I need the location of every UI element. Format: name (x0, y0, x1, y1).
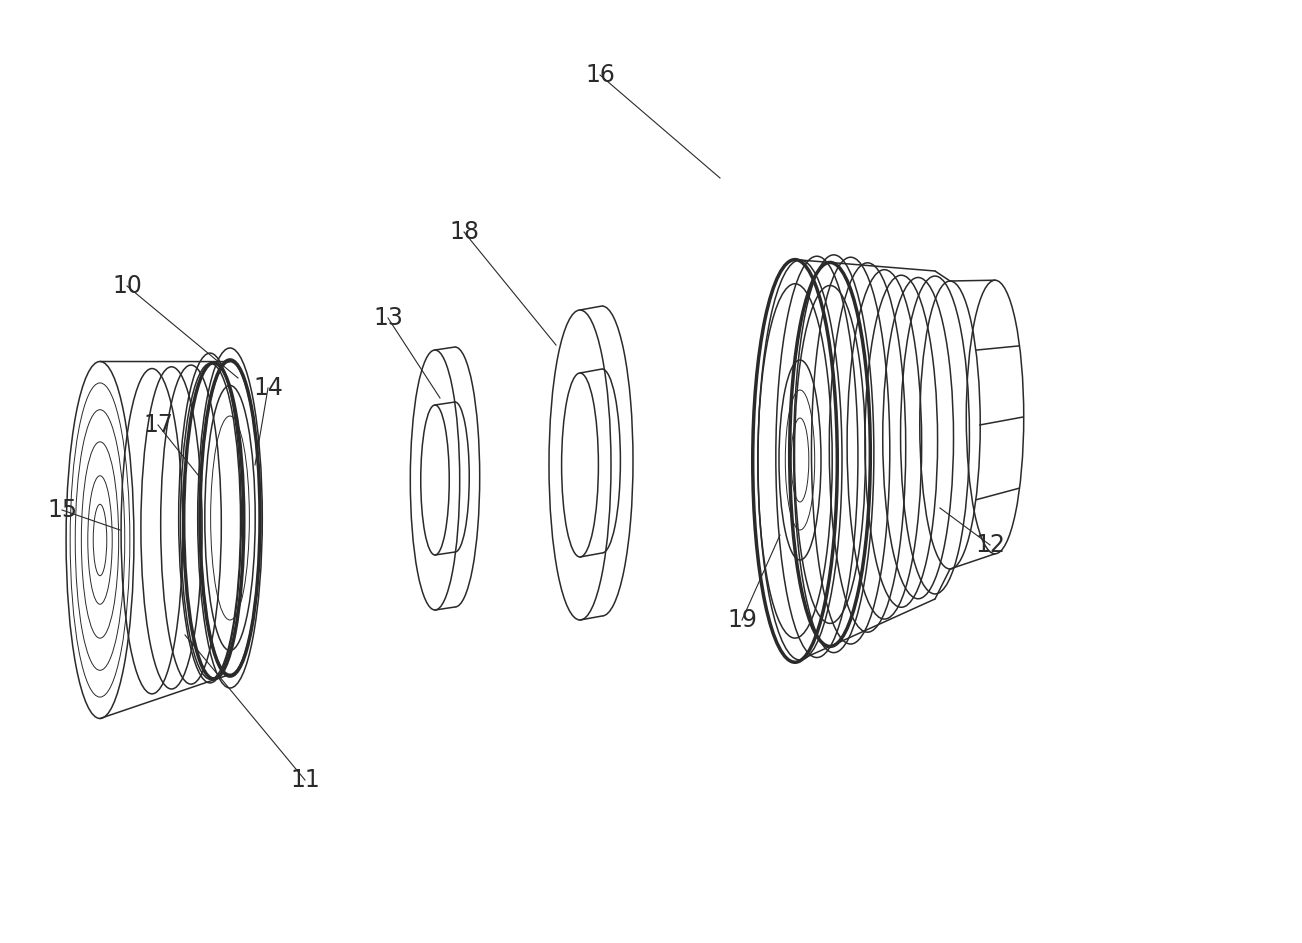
Text: 13: 13 (374, 306, 402, 330)
Text: 15: 15 (47, 498, 77, 522)
Text: 19: 19 (727, 608, 756, 632)
Text: 14: 14 (253, 376, 283, 400)
Text: 18: 18 (449, 220, 479, 244)
Text: 16: 16 (585, 63, 615, 87)
Text: 17: 17 (143, 413, 173, 437)
Text: 10: 10 (112, 274, 142, 298)
Text: 11: 11 (290, 768, 320, 792)
Text: 12: 12 (975, 533, 1005, 557)
